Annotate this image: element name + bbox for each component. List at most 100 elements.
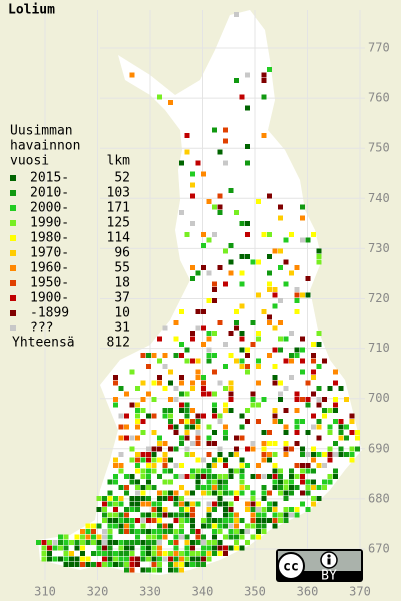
- observation-square: [223, 507, 228, 512]
- observation-square: [223, 342, 228, 347]
- observation-square: [245, 523, 250, 529]
- observation-square: [223, 408, 228, 413]
- observation-square: [333, 397, 338, 402]
- observation-square: [294, 507, 300, 512]
- observation-square: [294, 463, 300, 468]
- observation-square: [173, 501, 179, 507]
- y-tick-label: 700: [368, 391, 390, 405]
- observation-square: [294, 441, 300, 446]
- observation-square: [261, 430, 267, 435]
- observation-square: [135, 556, 140, 562]
- observation-square: [179, 210, 184, 215]
- observation-square: [179, 353, 184, 358]
- observation-square: [283, 479, 289, 485]
- observation-square: [245, 501, 250, 507]
- observation-square: [234, 540, 239, 545]
- observation-square: [201, 232, 206, 237]
- observation-square: [190, 468, 195, 474]
- observation-square: [327, 474, 333, 479]
- observation-square: [47, 556, 52, 562]
- observation-square: [250, 342, 256, 347]
- observation-square: [162, 441, 168, 446]
- observation-square: [113, 397, 118, 402]
- observation-square: [212, 287, 217, 292]
- observation-square: [212, 545, 217, 551]
- observation-square: [107, 518, 113, 523]
- observation-square: [256, 463, 261, 468]
- observation-square: [162, 512, 168, 518]
- observation-square: [195, 435, 201, 441]
- observation-square: [355, 435, 360, 441]
- observation-square: [234, 320, 239, 325]
- observation-square: [223, 281, 228, 287]
- observation-square: [311, 424, 316, 430]
- observation-square: [206, 270, 212, 276]
- observation-square: [261, 507, 267, 512]
- observation-square: [355, 430, 360, 435]
- legend-label: 1990-: [30, 216, 69, 231]
- observation-square: [91, 562, 96, 567]
- observation-square: [162, 529, 168, 534]
- observation-square: [272, 485, 278, 490]
- observation-square: [124, 518, 129, 523]
- x-tick-label: 360: [297, 585, 319, 599]
- observation-square: [206, 490, 212, 496]
- observation-square: [135, 496, 140, 501]
- observation-square: [333, 408, 338, 413]
- observation-square: [217, 523, 223, 529]
- observation-square: [102, 551, 107, 556]
- observation-square: [228, 408, 234, 413]
- observation-square: [195, 419, 201, 424]
- observation-square: [234, 529, 239, 534]
- observation-square: [201, 468, 206, 474]
- observation-square: [223, 479, 228, 485]
- observation-square: [272, 303, 278, 309]
- observation-square: [173, 336, 179, 342]
- observation-square: [195, 375, 201, 380]
- observation-square: [206, 512, 212, 518]
- observation-square: [333, 452, 338, 457]
- observation-square: [173, 562, 179, 567]
- observation-square: [151, 534, 157, 540]
- observation-square: [173, 534, 179, 540]
- observation-square: [234, 468, 239, 474]
- observation-square: [261, 518, 267, 523]
- observation-square: [124, 391, 129, 397]
- legend-count: 125: [107, 216, 130, 231]
- observation-square: [333, 468, 338, 474]
- observation-square: [201, 309, 206, 314]
- observation-square: [223, 386, 228, 391]
- observation-square: [234, 534, 239, 540]
- observation-square: [124, 551, 129, 556]
- observation-square: [349, 419, 355, 424]
- observation-square: [179, 402, 184, 408]
- observation-square: [129, 435, 135, 441]
- observation-square: [190, 408, 195, 413]
- observation-square: [272, 419, 278, 424]
- observation-square: [223, 518, 228, 523]
- observation-square: [201, 325, 206, 331]
- observation-square: [272, 479, 278, 485]
- observation-square: [212, 540, 217, 545]
- observation-square: [294, 353, 300, 358]
- observation-square: [168, 419, 173, 424]
- observation-square: [300, 369, 305, 375]
- observation-square: [316, 496, 322, 501]
- observation-square: [261, 496, 267, 501]
- observation-square: [168, 479, 173, 485]
- observation-square: [267, 320, 272, 325]
- observation-square: [135, 463, 140, 468]
- observation-square: [179, 419, 184, 424]
- observation-square: [327, 479, 333, 485]
- observation-square: [58, 534, 63, 540]
- observation-square: [223, 534, 228, 540]
- observation-square: [201, 457, 206, 463]
- observation-square: [195, 534, 201, 540]
- observation-square: [173, 386, 179, 391]
- observation-square: [250, 512, 256, 518]
- observation-square: [102, 534, 107, 540]
- observation-square: [300, 347, 305, 353]
- observation-square: [250, 490, 256, 496]
- observation-square: [118, 501, 124, 507]
- observation-square: [261, 78, 267, 83]
